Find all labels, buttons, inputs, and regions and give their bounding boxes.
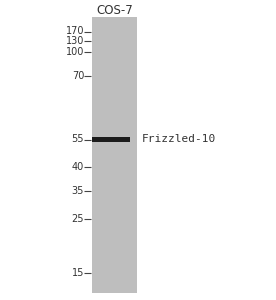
- Text: Frizzled-10: Frizzled-10: [142, 134, 216, 145]
- Text: 100: 100: [66, 46, 84, 57]
- Text: 170: 170: [66, 26, 84, 37]
- Text: 40: 40: [72, 162, 84, 172]
- Text: 70: 70: [72, 70, 84, 81]
- Text: COS-7: COS-7: [96, 4, 133, 17]
- Text: 15: 15: [72, 268, 84, 278]
- Bar: [92, 137, 130, 142]
- Text: 25: 25: [72, 214, 84, 224]
- Text: 55: 55: [72, 134, 84, 145]
- Text: 35: 35: [72, 185, 84, 196]
- Bar: [92, 16, 137, 292]
- Text: 130: 130: [66, 35, 84, 46]
